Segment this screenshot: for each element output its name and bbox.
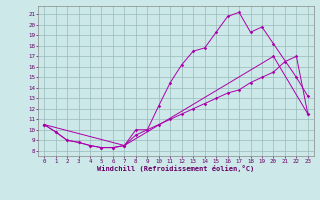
X-axis label: Windchill (Refroidissement éolien,°C): Windchill (Refroidissement éolien,°C) bbox=[97, 165, 255, 172]
